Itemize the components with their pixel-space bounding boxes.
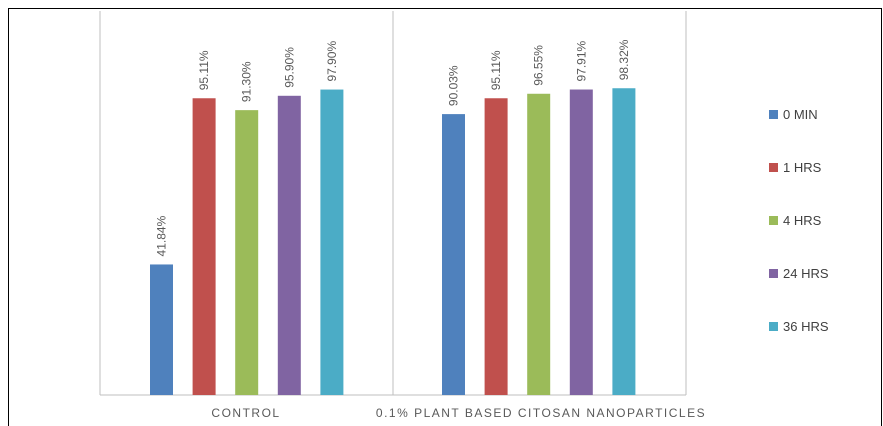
bar-nanoparticles-36-hrs <box>612 88 636 395</box>
data-label: 97.90% <box>325 41 339 82</box>
legend-swatch <box>769 269 778 278</box>
bar-nanoparticles-24-hrs <box>569 89 593 395</box>
bar-nanoparticles-0-min <box>442 114 465 396</box>
category-label: CONTROL <box>211 406 280 420</box>
data-label: 41.84% <box>155 215 169 256</box>
axes <box>99 11 687 396</box>
legend-swatch <box>769 322 778 331</box>
legend-item: 36 HRS <box>769 319 829 334</box>
chart-frame <box>8 8 882 426</box>
legend-label: 4 HRS <box>783 213 822 228</box>
bar-control-4-hrs <box>235 110 259 396</box>
legend-swatch <box>769 163 778 172</box>
legend-item: 1 HRS <box>769 160 822 175</box>
data-label: 95.90% <box>282 47 296 88</box>
legend-label: 0 MIN <box>783 107 818 122</box>
legend-swatch <box>769 216 778 225</box>
legend-label: 1 HRS <box>783 160 822 175</box>
legend-label: 36 HRS <box>783 319 829 334</box>
value-labels: 41.84% 95.11% 91.30% 95.90% 97.90% 90.03% 95.1… <box>155 39 631 256</box>
legend-swatch <box>769 110 778 119</box>
legend-label: 24 HRS <box>783 266 829 281</box>
data-label: 97.91% <box>574 40 588 81</box>
data-label: 98.32% <box>617 39 631 80</box>
bar-control-36-hrs <box>320 89 344 395</box>
data-label: 95.11% <box>197 50 211 90</box>
data-label: 95.11% <box>489 50 503 90</box>
category-label: 0.1% PLANT BASED CITOSAN NANOPARTICLES <box>376 406 706 420</box>
bar-control-24-hrs <box>277 95 301 396</box>
legend-item: 4 HRS <box>769 213 822 228</box>
legend-item: 24 HRS <box>769 266 829 281</box>
bar-nanoparticles-1-hrs <box>484 98 508 395</box>
data-label: 96.55% <box>532 45 546 86</box>
bar-control-1-hrs <box>192 98 216 395</box>
legend: 0 MIN 1 HRS 4 HRS 24 HRS 36 HRS <box>769 107 829 334</box>
data-label: 90.03% <box>447 65 461 106</box>
bar-nanoparticles-4-hrs <box>527 93 551 395</box>
data-label: 91.30% <box>240 61 254 102</box>
bars <box>150 88 636 396</box>
category-labels: CONTROL 0.1% PLANT BASED CITOSAN NANOPART… <box>211 406 706 420</box>
legend-item: 0 MIN <box>769 107 818 122</box>
bar-control-0-min <box>150 264 173 395</box>
